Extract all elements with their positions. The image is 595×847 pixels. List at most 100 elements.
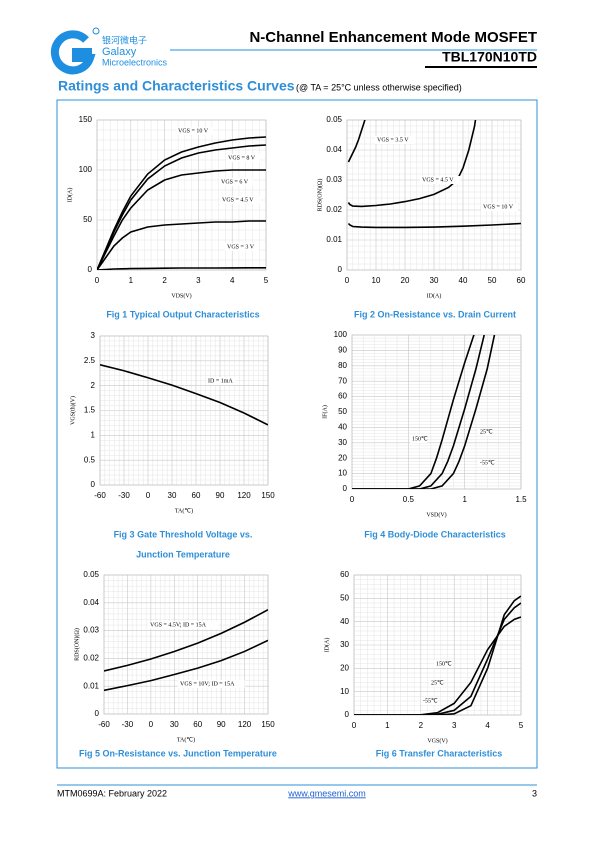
x-tick-label: 4 bbox=[485, 721, 490, 730]
x-tick-label: 30 bbox=[168, 491, 177, 500]
x-tick-label: 3 bbox=[452, 721, 457, 730]
y-tick-label: 2.5 bbox=[84, 356, 96, 365]
figure-caption: Fig 6 Transfer Characteristics bbox=[376, 748, 503, 758]
y-tick-label: 0.04 bbox=[83, 598, 99, 607]
y-tick-label: 40 bbox=[338, 423, 347, 432]
y-tick-label: 20 bbox=[340, 663, 349, 672]
annotation-bg bbox=[478, 428, 492, 436]
y-tick-label: 0.01 bbox=[326, 235, 342, 244]
x-tick-label: 10 bbox=[372, 276, 381, 285]
y-tick-label: 150 bbox=[79, 115, 93, 124]
series-annotation: VGS = 3 V bbox=[227, 244, 255, 250]
frame bbox=[56, 99, 538, 769]
x-tick-label: 0 bbox=[350, 495, 355, 504]
footer-link[interactable]: www.gmesemi.com bbox=[287, 788, 366, 798]
y-tick-label: 1 bbox=[91, 430, 96, 439]
y-tick-label: 60 bbox=[338, 392, 347, 401]
x-axis-label: VDS(V) bbox=[171, 292, 191, 299]
y-tick-label: 0 bbox=[345, 710, 350, 719]
x-tick-label: -60 bbox=[98, 720, 110, 729]
x-axis-label: VSD(V) bbox=[426, 511, 446, 518]
x-tick-label: 4 bbox=[230, 276, 235, 285]
annotation-bg bbox=[478, 459, 496, 467]
x-tick-label: 60 bbox=[517, 276, 526, 285]
annotation-bg bbox=[206, 377, 237, 385]
x-tick-label: 90 bbox=[217, 720, 226, 729]
series-line bbox=[97, 144, 266, 270]
figure-caption: Junction Temperature bbox=[136, 549, 230, 559]
series-annotation: VGS = 3.5 V bbox=[377, 137, 409, 143]
chart: 0 50 100 150 0 1 2 3 4 5 VDS(V) ID(A) VGS = 10 V VGS … bbox=[66, 115, 268, 319]
y-axis-label: ID(A) bbox=[323, 638, 330, 653]
series-line bbox=[352, 335, 475, 489]
x-tick-label: 1 bbox=[462, 495, 467, 504]
y-axis-label: RDS(ON)(Ω) bbox=[73, 628, 80, 661]
x-tick-label: 50 bbox=[488, 276, 497, 285]
y-tick-label: 3 bbox=[91, 331, 96, 340]
x-tick-label: -30 bbox=[122, 720, 134, 729]
y-tick-label: 0.03 bbox=[326, 175, 342, 184]
x-tick-label: 0 bbox=[352, 721, 357, 730]
y-tick-label: 30 bbox=[338, 438, 347, 447]
series-line bbox=[97, 136, 266, 270]
plot-frame bbox=[99, 335, 269, 486]
x-tick-label: 1 bbox=[129, 276, 134, 285]
series-annotation: 150℃ bbox=[412, 436, 428, 442]
y-tick-label: 0.02 bbox=[326, 205, 342, 214]
series-annotation: VGS = 10 V bbox=[178, 128, 209, 134]
x-tick-label: 60 bbox=[193, 720, 202, 729]
y-axis-label: RDS(ON)(Ω) bbox=[316, 179, 323, 212]
series-line bbox=[354, 595, 521, 715]
x-tick-label: 0 bbox=[345, 276, 350, 285]
section-title: Ratings and Characteristics Curves bbox=[58, 78, 295, 94]
series-annotation: VGS = 8 V bbox=[228, 155, 256, 161]
y-tick-label: 0 bbox=[91, 480, 96, 489]
plot-frame bbox=[351, 334, 522, 490]
x-axis-label: ID(A) bbox=[427, 292, 442, 299]
plot-frame bbox=[103, 574, 269, 715]
x-tick-label: 0 bbox=[95, 276, 100, 285]
series-annotation: 150℃ bbox=[436, 661, 452, 667]
part-number: TBL170N10TD bbox=[442, 49, 537, 65]
annotation-bg bbox=[421, 697, 439, 705]
annotation-bg bbox=[176, 127, 213, 135]
y-tick-label: 20 bbox=[338, 453, 347, 462]
x-tick-label: 30 bbox=[170, 720, 179, 729]
footer-doc: MTM0699A: February 2022 bbox=[57, 788, 167, 798]
x-tick-label: 0 bbox=[146, 491, 151, 500]
x-tick-label: 90 bbox=[216, 491, 225, 500]
page-number: 3 bbox=[532, 788, 537, 798]
chart: 0 0.01 0.02 0.03 0.04 0.05 -60 -30 0 30 60 90 120 150… bbox=[73, 570, 277, 758]
x-tick-label: 5 bbox=[519, 721, 524, 730]
x-tick-label: 1.5 bbox=[515, 495, 527, 504]
x-tick-label: -60 bbox=[94, 491, 106, 500]
x-tick-label: 40 bbox=[459, 276, 468, 285]
x-tick-label: 120 bbox=[238, 720, 252, 729]
series-line bbox=[352, 335, 496, 489]
series-line bbox=[100, 364, 268, 426]
company-en: Microelectronics bbox=[102, 57, 168, 67]
logo bbox=[50, 27, 100, 75]
y-tick-label: 50 bbox=[83, 215, 92, 224]
series-line bbox=[354, 602, 521, 715]
chart: 0 0.01 0.02 0.03 0.04 0.05 0 10 20 30 40 50 60 ID(A) R… bbox=[316, 115, 526, 319]
series-line bbox=[97, 220, 266, 270]
y-tick-label: 0 bbox=[338, 265, 343, 274]
chart: 0 10 20 30 40 50 60 0 1 2 3 4 5 VGS(V) ID(A) 150℃ 25℃ -55… bbox=[323, 570, 523, 758]
y-tick-label: 1.5 bbox=[84, 406, 96, 415]
plot-frame bbox=[96, 119, 267, 271]
series-annotation: 25℃ bbox=[431, 680, 444, 686]
company-en: Galaxy bbox=[102, 46, 137, 58]
y-tick-label: 70 bbox=[338, 376, 347, 385]
y-axis-label: VGS(th)(V) bbox=[69, 396, 76, 425]
series-line bbox=[97, 267, 266, 270]
x-tick-label: -30 bbox=[118, 491, 130, 500]
x-tick-label: 150 bbox=[261, 491, 275, 500]
x-tick-label: 3 bbox=[196, 276, 201, 285]
series-line bbox=[104, 609, 268, 672]
x-tick-label: 150 bbox=[261, 720, 275, 729]
figure-caption: Fig 3 Gate Threshold Voltage vs. bbox=[114, 529, 253, 539]
x-axis-label: VGS(V) bbox=[427, 737, 447, 744]
x-tick-label: 0.5 bbox=[403, 495, 415, 504]
